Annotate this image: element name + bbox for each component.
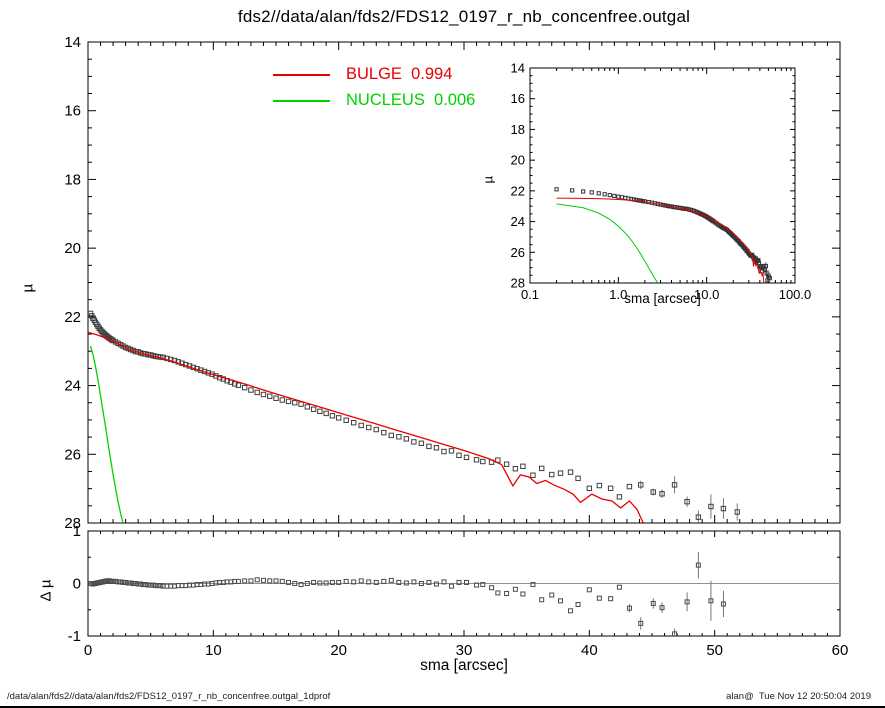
residual-y-axis-label: Δ µ — [37, 579, 55, 602]
svg-text:20: 20 — [330, 642, 347, 659]
legend-item-bulge: BULGE 0.994 — [273, 65, 452, 84]
inset-plot-frame — [529, 67, 796, 284]
inset-nucleus-line — [556, 203, 659, 283]
svg-text:20: 20 — [64, 240, 81, 257]
svg-text:24: 24 — [64, 378, 81, 395]
svg-text:22: 22 — [64, 309, 81, 326]
svg-text:30: 30 — [456, 642, 473, 659]
svg-text:28: 28 — [511, 276, 525, 291]
main-nucleus-line — [89, 345, 124, 523]
svg-text:1.0: 1.0 — [609, 287, 627, 302]
main-y-axis-label: µ — [19, 283, 37, 293]
svg-text:100.0: 100.0 — [779, 287, 812, 302]
svg-text:14: 14 — [511, 61, 525, 76]
svg-text:26: 26 — [64, 446, 81, 463]
footer-file-path: /data/alan/fds2//data/alan/fds2/FDS12_01… — [7, 691, 331, 702]
svg-text:24: 24 — [511, 214, 525, 229]
svg-text:0: 0 — [84, 642, 92, 659]
inset-x-axis-label: sma [arcsec] — [624, 291, 701, 306]
main-observed-points — [88, 310, 740, 523]
svg-text:-1: -1 — [68, 628, 81, 645]
inset-bulge-line — [556, 197, 765, 283]
svg-text:18: 18 — [64, 171, 81, 188]
svg-text:28: 28 — [64, 515, 81, 532]
nucleus-line-swatch — [273, 99, 330, 102]
svg-text:18: 18 — [511, 122, 525, 137]
svg-text:26: 26 — [511, 245, 525, 260]
bulge-line-swatch — [273, 73, 330, 76]
legend-item-nucleus: NUCLEUS 0.006 — [273, 91, 475, 110]
svg-text:22: 22 — [511, 183, 525, 198]
bottom-border-rule — [0, 706, 885, 708]
inset-y-axis-label: µ — [480, 176, 496, 184]
svg-text:16: 16 — [64, 103, 81, 120]
footer-user-timestamp: alan@ Tue Nov 12 20:50:04 2019 — [726, 691, 871, 702]
svg-text:1: 1 — [73, 523, 81, 540]
main-bulge-line — [88, 331, 644, 523]
svg-text:0: 0 — [73, 576, 81, 593]
legend-label-bulge: BULGE 0.994 — [346, 65, 453, 83]
svg-text:20: 20 — [511, 153, 525, 168]
inset-observed-points — [554, 187, 772, 283]
svg-text:60: 60 — [832, 642, 849, 659]
legend-label-nucleus: NUCLEUS 0.006 — [346, 91, 476, 109]
svg-text:10: 10 — [205, 642, 222, 659]
residual-points — [88, 552, 726, 636]
svg-text:50: 50 — [706, 642, 723, 659]
page-title: fds2//data/alan/fds2/FDS12_0197_r_nb_con… — [237, 7, 691, 26]
shared-x-axis-label: sma [arcsec] — [420, 657, 508, 674]
svg-text:40: 40 — [581, 642, 598, 659]
svg-text:0.1: 0.1 — [521, 287, 539, 302]
svg-text:16: 16 — [511, 91, 525, 106]
svg-text:14: 14 — [64, 34, 81, 51]
svg-text:10.0: 10.0 — [694, 287, 719, 302]
